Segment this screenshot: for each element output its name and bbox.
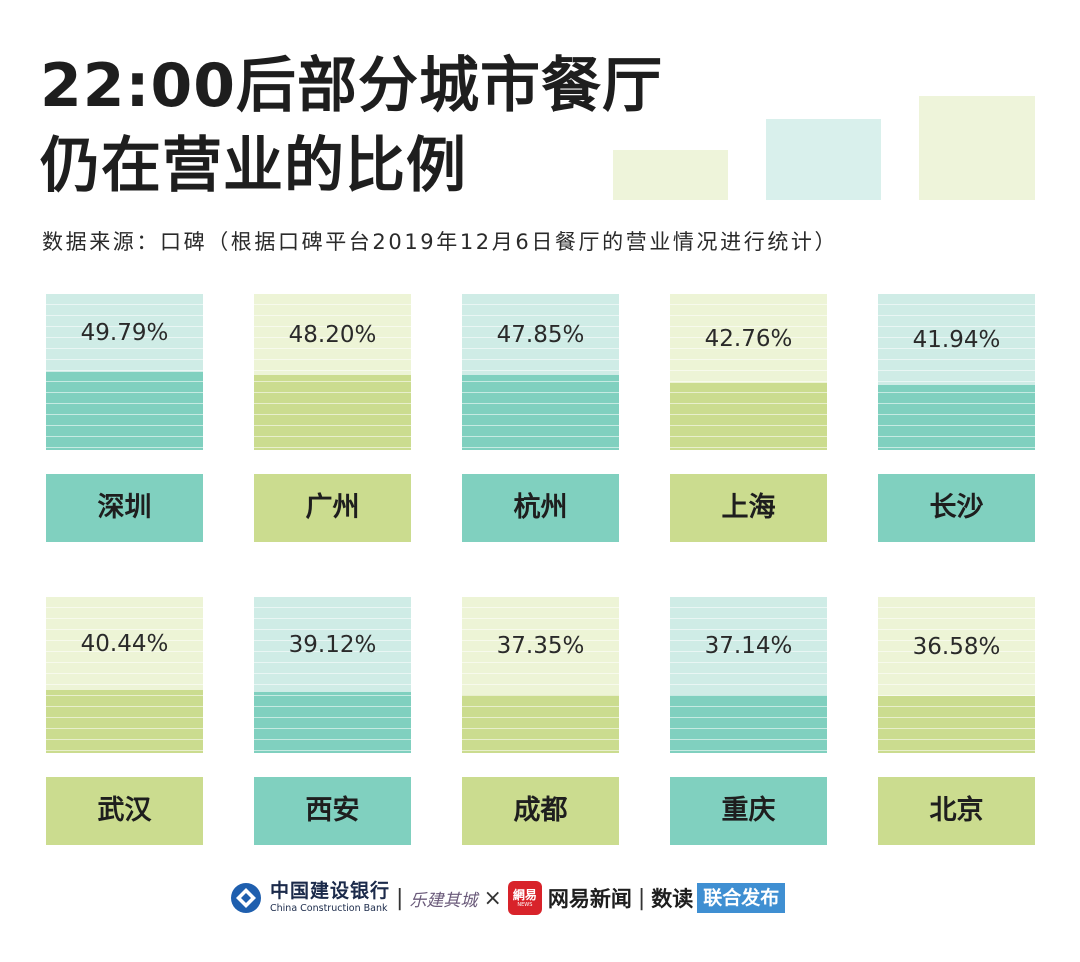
gauge-8: 37.14%	[670, 597, 827, 753]
ccb-name-cn: 中国建设银行	[270, 880, 391, 903]
netease-logo-sub: NEWS	[517, 901, 533, 908]
city-label: 西安	[254, 777, 411, 845]
value-label: 47.85%	[496, 322, 585, 348]
gauge-fill-bar	[878, 696, 1035, 753]
gauge-4: 41.94%	[878, 294, 1035, 450]
city-label: 广州	[254, 474, 411, 542]
joint-release-badge: 联合发布	[697, 883, 786, 913]
gauge-fill-bar	[462, 695, 619, 753]
gauge-fill-bar	[670, 383, 827, 450]
city-label: 北京	[878, 777, 1035, 845]
collab-times-sign: ×	[483, 885, 502, 911]
gauge-1: 48.20%	[254, 294, 411, 450]
gauge-2: 47.85%	[462, 294, 619, 450]
ccb-name: 中国建设银行 China Construction Bank	[270, 882, 390, 914]
city-label: 上海	[670, 474, 827, 542]
footer-separator-2: |	[637, 885, 646, 911]
gauge-fill-bar	[254, 375, 411, 450]
gauge-3: 42.76%	[670, 294, 827, 450]
netease-logo-text: 網易	[512, 887, 537, 902]
decorative-block-green-small	[613, 150, 728, 200]
city-label: 长沙	[878, 474, 1035, 542]
netease-logo-icon: 網易 NEWS	[507, 881, 542, 915]
value-label: 36.58%	[912, 634, 1001, 660]
value-label: 40.44%	[80, 631, 169, 657]
decorative-block-teal	[766, 119, 881, 200]
gauge-6: 39.12%	[254, 597, 411, 753]
city-label: 成都	[462, 777, 619, 845]
gauge-5: 40.44%	[46, 597, 203, 753]
gauge-fill-bar	[878, 385, 1035, 450]
value-label: 48.20%	[288, 322, 377, 348]
gauge-fill-bar	[46, 690, 203, 753]
netease-news-text: 网易新闻	[547, 887, 632, 911]
value-label: 37.35%	[496, 633, 585, 659]
shudu-text: 数读	[651, 887, 694, 911]
data-source-note: 数据来源：口碑（根据口碑平台2019年12月6日餐厅的营业情况进行统计）	[42, 230, 839, 254]
gauge-fill-bar	[46, 372, 203, 450]
gauge-0: 49.79%	[46, 294, 203, 450]
ccb-logo-icon	[231, 883, 261, 913]
page-title-line-1: 22:00后部分城市餐厅	[40, 51, 663, 121]
city-label: 杭州	[462, 474, 619, 542]
value-label: 41.94%	[912, 327, 1001, 353]
footer-separator: |	[396, 885, 404, 911]
gauge-fill-bar	[254, 692, 411, 753]
city-label: 重庆	[670, 777, 827, 845]
value-label: 49.79%	[80, 320, 169, 346]
ccb-name-en: China Construction Bank	[270, 903, 388, 915]
city-label: 武汉	[46, 777, 203, 845]
page-title-line-2: 仍在营业的比例	[40, 131, 467, 201]
value-label: 37.14%	[704, 633, 793, 659]
value-label: 42.76%	[704, 326, 793, 352]
gauge-7: 37.35%	[462, 597, 619, 753]
footer-credits: 中国建设银行 China Construction Bank | 乐建其城 × …	[230, 880, 786, 916]
gauge-fill-bar	[462, 375, 619, 450]
lejian-logo-text: 乐建其城	[409, 890, 478, 911]
gauge-fill-bar	[670, 695, 827, 753]
gauge-9: 36.58%	[878, 597, 1035, 753]
value-label: 39.12%	[288, 632, 377, 658]
city-label: 深圳	[46, 474, 203, 542]
decorative-block-green-large	[919, 96, 1035, 200]
